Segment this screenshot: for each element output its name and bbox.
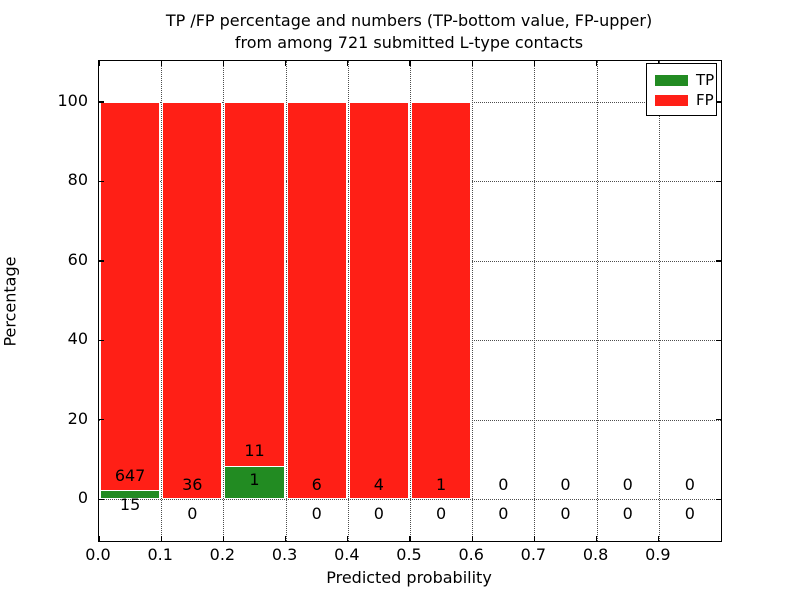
x-tick-mark-bottom [658, 536, 660, 541]
tp-count-label: 0 [311, 503, 322, 523]
y-tick-mark-right [716, 419, 721, 421]
y-tick-label: 40 [67, 329, 88, 349]
x-tick-mark-bottom [98, 536, 100, 541]
x-tick-label: 0.9 [645, 545, 671, 564]
y-tick-label: 60 [67, 249, 88, 269]
x-axis-label: Predicted probability [326, 568, 492, 587]
bar-tp-segment [100, 490, 161, 500]
bar-fp-segment [162, 101, 223, 500]
bar-fp-segment [411, 101, 472, 500]
x-gridline [285, 61, 287, 541]
chart-title-line2: from among 721 submitted L-type contacts [234, 33, 584, 52]
legend-entry: TP [655, 71, 714, 89]
x-tick-mark-top [471, 61, 473, 66]
bar-fp-segment [286, 101, 347, 500]
x-tick-label: 0.4 [334, 545, 360, 564]
y-tick-mark-left [99, 498, 104, 500]
x-tick-label: 0.7 [520, 545, 547, 564]
x-tick-mark-top [347, 61, 349, 66]
x-tick-label: 0.3 [271, 545, 298, 564]
y-tick-mark-left [99, 180, 104, 183]
legend-swatch-tp [655, 74, 688, 86]
tp-count-label: 0 [622, 503, 633, 523]
x-gridline [534, 61, 536, 541]
fp-count-label: 1 [436, 474, 447, 494]
tp-count-label: 0 [560, 503, 571, 523]
y-tick-mark-right [716, 339, 721, 342]
y-tick-label: 80 [67, 170, 88, 190]
x-tick-mark-bottom [533, 536, 536, 541]
tp-count-label: 0 [373, 503, 384, 523]
y-tick-mark-left [99, 419, 104, 421]
x-tick-mark-top [160, 61, 162, 66]
y-axis-label: Percentage [0, 256, 20, 347]
x-tick-label: 0.0 [85, 545, 111, 564]
y-tick-label: 0 [77, 488, 88, 508]
x-tick-mark-top [409, 61, 411, 66]
x-tick-mark-bottom [409, 536, 411, 541]
tp-count-label: 0 [498, 503, 509, 523]
fp-count-label: 0 [498, 474, 509, 494]
x-gridline [223, 61, 225, 541]
y-tick-label: 100 [57, 90, 88, 110]
tp-count-label: 0 [684, 503, 695, 523]
x-tick-mark-top [98, 61, 100, 66]
tp-count-label: 0 [187, 503, 198, 523]
x-tick-mark-bottom [160, 536, 162, 541]
x-tick-label: 0.2 [209, 545, 236, 564]
legend: TP FP [646, 63, 717, 116]
x-gridline [161, 61, 163, 541]
chart-title-line1: TP /FP percentage and numbers (TP-bottom… [165, 11, 653, 30]
x-tick-mark-top [222, 61, 225, 66]
legend-swatch-fp [655, 94, 688, 106]
x-tick-mark-top [533, 61, 536, 66]
x-gridline [658, 61, 660, 541]
x-tick-label: 0.5 [396, 545, 422, 564]
chart-title: TP /FP percentage and numbers (TP-bottom… [98, 10, 720, 54]
x-tick-label: 0.8 [582, 545, 609, 564]
y-tick-mark-left [99, 339, 104, 342]
bar-fp-segment [224, 101, 285, 500]
fp-count-label: 36 [182, 474, 203, 494]
bar-fp-segment [100, 101, 161, 500]
fp-count-label: 0 [560, 474, 571, 494]
x-tick-mark-bottom [222, 536, 225, 541]
x-tick-mark-bottom [284, 536, 287, 541]
plot-area: 647 15 36 0 11 1 6 0 4 0 1 0 0 0 0 0 0 0 0 0 [98, 60, 722, 542]
x-gridline [472, 61, 474, 541]
fp-count-label: 6 [311, 474, 322, 494]
legend-entry: FP [655, 91, 714, 109]
x-tick-mark-top [284, 61, 287, 66]
tp-count-label: 0 [436, 503, 447, 523]
y-tick-mark-right [716, 498, 721, 500]
y-tick-mark-right [716, 101, 721, 103]
y-tick-mark-left [99, 101, 104, 103]
x-gridline [347, 61, 349, 541]
x-tick-label: 0.6 [458, 545, 484, 564]
fp-count-label: 647 [114, 465, 146, 485]
x-tick-mark-bottom [595, 536, 598, 541]
bar-tp-segment [224, 466, 285, 500]
fp-count-label: 4 [373, 474, 384, 494]
x-gridline [410, 61, 411, 541]
x-tick-label: 0.1 [147, 545, 173, 564]
fp-count-label: 0 [684, 474, 695, 494]
tp-count-label: 1 [249, 470, 260, 490]
tp-count-label: 15 [119, 494, 141, 514]
fp-count-label: 0 [622, 474, 633, 494]
y-tick-label: 20 [67, 408, 88, 428]
y-tick-mark-right [716, 180, 721, 183]
legend-label: TP [696, 70, 715, 89]
fp-count-label: 11 [244, 441, 265, 461]
legend-label: FP [696, 90, 714, 109]
bar-fp-segment [348, 101, 409, 500]
x-gridline [596, 61, 598, 541]
x-tick-mark-bottom [347, 536, 349, 541]
y-tick-mark-right [716, 260, 721, 262]
x-tick-mark-bottom [471, 536, 473, 541]
x-tick-mark-top [595, 61, 598, 66]
y-tick-mark-left [99, 260, 104, 262]
